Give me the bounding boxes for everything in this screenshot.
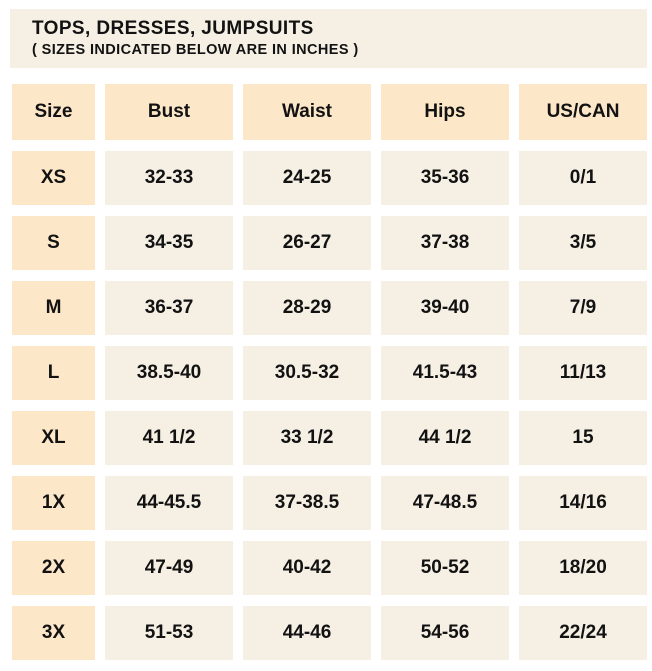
measurement-cell: 37-38 bbox=[381, 216, 509, 270]
measurement-cell: 7/9 bbox=[519, 281, 647, 335]
size-label-cell: 1X bbox=[12, 476, 95, 530]
measurement-cell: 44-45.5 bbox=[105, 476, 233, 530]
column-header-hips: Hips bbox=[381, 84, 509, 140]
measurement-cell: 44 1/2 bbox=[381, 411, 509, 465]
measurement-cell: 24-25 bbox=[243, 151, 371, 205]
measurement-cell: 44-46 bbox=[243, 606, 371, 660]
page-title: TOPS, DRESSES, JUMPSUITS bbox=[32, 17, 314, 39]
measurement-cell: 47-48.5 bbox=[381, 476, 509, 530]
measurement-cell: 18/20 bbox=[519, 541, 647, 595]
size-label-cell: L bbox=[12, 346, 95, 400]
size-label-cell: XS bbox=[12, 151, 95, 205]
size-label-cell: M bbox=[12, 281, 95, 335]
measurement-cell: 33 1/2 bbox=[243, 411, 371, 465]
measurement-cell: 15 bbox=[519, 411, 647, 465]
measurement-cell: 28-29 bbox=[243, 281, 371, 335]
measurement-cell: 41 1/2 bbox=[105, 411, 233, 465]
measurement-cell: 41.5-43 bbox=[381, 346, 509, 400]
measurement-cell: 34-35 bbox=[105, 216, 233, 270]
measurement-cell: 51-53 bbox=[105, 606, 233, 660]
measurement-cell: 26-27 bbox=[243, 216, 371, 270]
column-header-us-can: US/CAN bbox=[519, 84, 647, 140]
measurement-cell: 32-33 bbox=[105, 151, 233, 205]
column-header-size: Size bbox=[12, 84, 95, 140]
measurement-cell: 0/1 bbox=[519, 151, 647, 205]
measurement-cell: 30.5-32 bbox=[243, 346, 371, 400]
size-chart-table: Size Bust Waist Hips US/CAN XS 32-33 24-25 35-36… bbox=[12, 84, 647, 660]
measurement-cell: 14/16 bbox=[519, 476, 647, 530]
size-label-cell: 2X bbox=[12, 541, 95, 595]
measurement-cell: 38.5-40 bbox=[105, 346, 233, 400]
column-header-bust: Bust bbox=[105, 84, 233, 140]
measurement-cell: 11/13 bbox=[519, 346, 647, 400]
measurement-cell: 40-42 bbox=[243, 541, 371, 595]
page-subtitle: ( SIZES INDICATED BELOW ARE IN INCHES ) bbox=[32, 41, 359, 58]
title-block: TOPS, DRESSES, JUMPSUITS ( SIZES INDICAT… bbox=[10, 9, 647, 68]
measurement-cell: 47-49 bbox=[105, 541, 233, 595]
measurement-cell: 22/24 bbox=[519, 606, 647, 660]
measurement-cell: 39-40 bbox=[381, 281, 509, 335]
measurement-cell: 50-52 bbox=[381, 541, 509, 595]
size-label-cell: XL bbox=[12, 411, 95, 465]
measurement-cell: 35-36 bbox=[381, 151, 509, 205]
measurement-cell: 37-38.5 bbox=[243, 476, 371, 530]
size-label-cell: S bbox=[12, 216, 95, 270]
measurement-cell: 3/5 bbox=[519, 216, 647, 270]
size-label-cell: 3X bbox=[12, 606, 95, 660]
measurement-cell: 54-56 bbox=[381, 606, 509, 660]
column-header-waist: Waist bbox=[243, 84, 371, 140]
measurement-cell: 36-37 bbox=[105, 281, 233, 335]
